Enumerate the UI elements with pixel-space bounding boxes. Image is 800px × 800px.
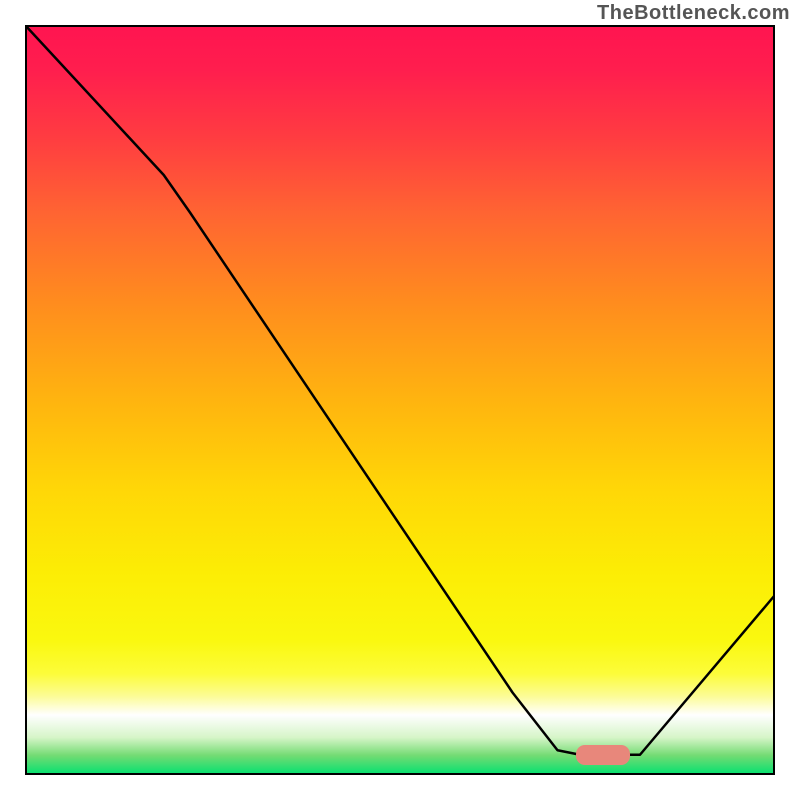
- bottleneck-plot: [25, 25, 775, 775]
- bottleneck-curve: [25, 25, 775, 755]
- optimal-marker: [576, 745, 630, 765]
- chart-container: TheBottleneck.com: [0, 0, 800, 800]
- curve-layer: [25, 25, 775, 775]
- watermark-text: TheBottleneck.com: [597, 2, 790, 25]
